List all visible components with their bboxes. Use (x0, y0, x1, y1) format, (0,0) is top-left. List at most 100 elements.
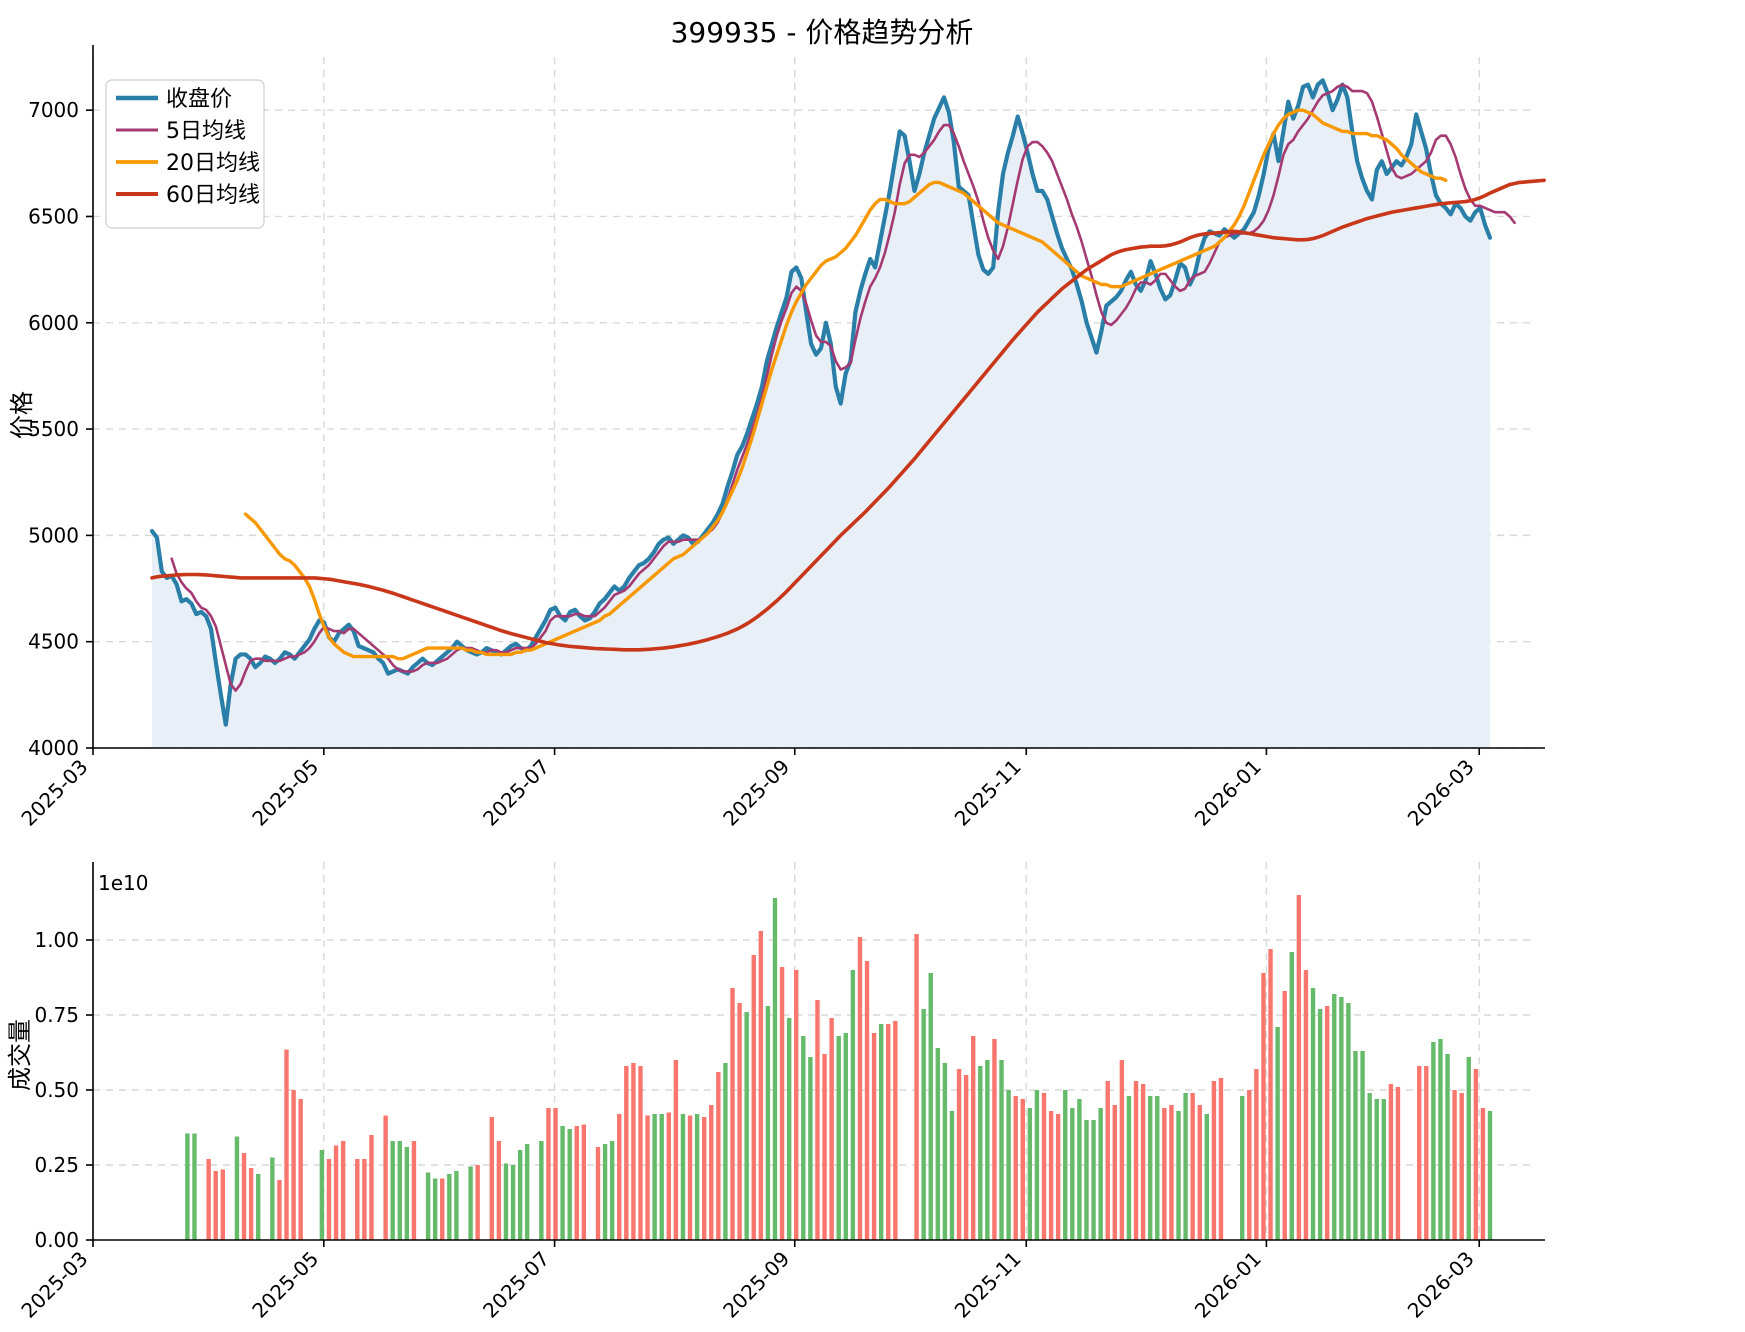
volume-bar (185, 1133, 190, 1240)
volume-bar (1388, 1084, 1394, 1240)
volume-bar (1055, 1114, 1061, 1240)
volume-bar (631, 1063, 636, 1240)
volume-bar (928, 973, 933, 1240)
volume-bar (758, 931, 764, 1240)
volume-bar (886, 1024, 891, 1240)
volume-bar (440, 1178, 445, 1240)
volume-bar (241, 1153, 247, 1240)
volume-bar (1020, 1099, 1025, 1240)
volume-bar (1261, 973, 1266, 1240)
legend-item-4[interactable]: 60日均线 (116, 183, 260, 208)
volume-bar (525, 1144, 530, 1240)
volume-bar (942, 1063, 948, 1240)
volume-bar (475, 1165, 480, 1240)
volume-bar (871, 1033, 877, 1240)
volume-bar (1240, 1096, 1245, 1240)
legend-item-2[interactable]: 5日均线 (116, 119, 246, 144)
volume-bar (390, 1141, 395, 1240)
volume-bar (921, 1009, 926, 1240)
volume-bar (546, 1108, 551, 1240)
volume-bar (1183, 1093, 1188, 1240)
volume-bar (1013, 1096, 1018, 1240)
volume-bar (815, 1000, 820, 1240)
volume-bar (1048, 1111, 1054, 1240)
volume-bar (1098, 1108, 1103, 1240)
volume-bar (1105, 1081, 1110, 1240)
volume-bar (822, 1054, 827, 1240)
price-y-tick-labels: 4000 4500 5000 5500 6000 6500 7000 (28, 98, 79, 760)
volume-bar (411, 1141, 417, 1240)
volume-bar (503, 1163, 509, 1240)
legend-label: 收盘价 (166, 87, 232, 112)
volume-bar (1480, 1108, 1486, 1240)
volume-bar (298, 1099, 303, 1240)
volume-bar (1289, 952, 1294, 1240)
volume-bar (687, 1115, 693, 1240)
volume-bar (794, 970, 799, 1240)
volume-bar (517, 1150, 523, 1240)
chart-legend[interactable]: 收盘价 5日均线 20日均线 60日均线 (105, 79, 265, 229)
volume-bar (730, 988, 735, 1240)
volume-bar (284, 1049, 289, 1240)
volume-bar (659, 1114, 664, 1240)
volume-bar (234, 1136, 240, 1240)
volume-bar (857, 937, 863, 1240)
volume-bar (992, 1039, 997, 1240)
y-tick-label: 7000 (28, 98, 79, 122)
volume-bar (1190, 1093, 1195, 1240)
legend-item-1[interactable]: 收盘价 (116, 87, 232, 112)
volume-bar (553, 1108, 558, 1240)
volume-bar (206, 1159, 211, 1240)
volume-bar (1466, 1057, 1471, 1240)
volume-bar (878, 1024, 884, 1240)
volume-bar (836, 1036, 841, 1240)
volume-bar (737, 1003, 742, 1240)
volume-bar (432, 1178, 438, 1240)
volume-bar (801, 1036, 806, 1240)
volume-bar (645, 1115, 650, 1240)
y-tick-label: 5000 (28, 523, 79, 547)
volume-bar (694, 1114, 700, 1240)
volume-bar (213, 1171, 218, 1240)
volume-bar (255, 1174, 261, 1240)
volume-y-tick-label: 0.25 (34, 1153, 79, 1177)
volume-bar (609, 1141, 615, 1240)
volume-bar (1218, 1078, 1224, 1240)
volume-bar (567, 1129, 572, 1240)
volume-bar (843, 1033, 848, 1240)
volume-bar (914, 934, 919, 1240)
legend-item-3[interactable]: 20日均线 (116, 151, 260, 176)
volume-bar (1126, 1096, 1132, 1240)
volume-bar (383, 1115, 388, 1240)
volume-bar (248, 1168, 254, 1240)
volume-bar (1324, 1006, 1330, 1240)
volume-bar (1353, 1051, 1358, 1240)
volume-bar (192, 1133, 197, 1240)
y-tick-label: 6000 (28, 311, 79, 335)
volume-bar (1084, 1120, 1089, 1240)
volume-bar (1417, 1066, 1422, 1240)
volume-bar (1211, 1081, 1217, 1240)
volume-bar (468, 1166, 473, 1240)
volume-bar (1459, 1093, 1464, 1240)
volume-bar (786, 1018, 792, 1240)
volume-bar (850, 970, 856, 1240)
y-tick-label: 4000 (28, 736, 79, 760)
volume-bar (1027, 1108, 1033, 1240)
volume-bar (808, 1057, 813, 1240)
volume-bar (1452, 1090, 1457, 1240)
volume-bar (978, 1066, 983, 1240)
page-title: 399935 - 价格趋势分析 (671, 16, 974, 49)
volume-bar (496, 1141, 502, 1240)
volume-bar (1381, 1099, 1387, 1240)
volume-bar (935, 1048, 941, 1240)
volume-bar (510, 1165, 516, 1240)
volume-bar (1006, 1090, 1011, 1240)
volume-bar (1077, 1099, 1082, 1240)
volume-bar (1310, 988, 1316, 1240)
volume-bar (716, 1072, 721, 1240)
volume-bar (999, 1060, 1004, 1240)
legend-label: 60日均线 (166, 183, 260, 208)
y-tick-label: 6500 (28, 204, 79, 228)
